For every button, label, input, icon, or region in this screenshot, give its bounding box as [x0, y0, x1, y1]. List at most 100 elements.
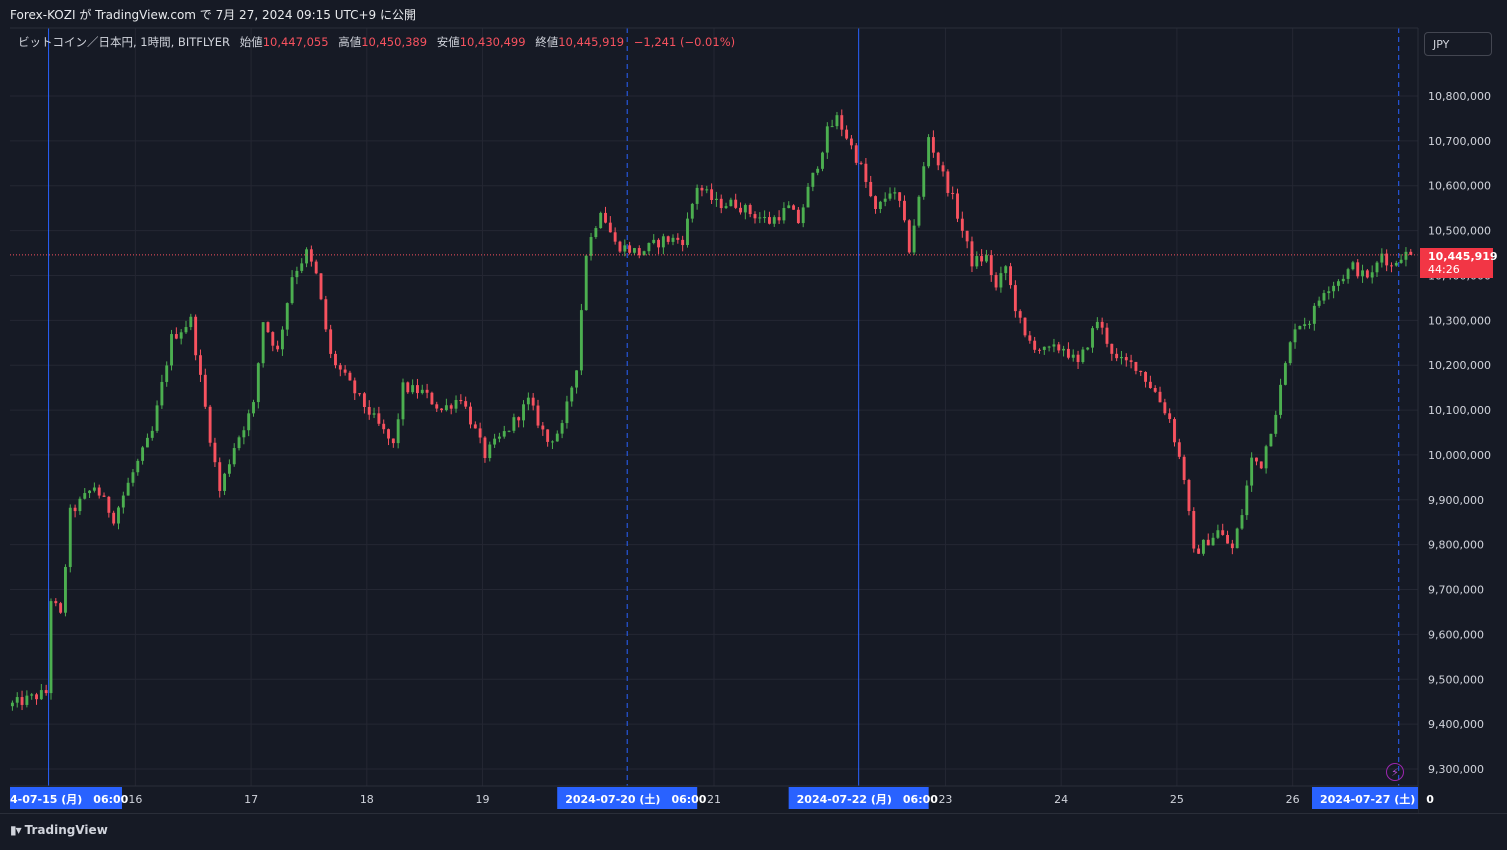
candle-body — [1240, 515, 1244, 529]
candle-body — [936, 152, 940, 166]
candle-body — [531, 397, 535, 406]
candle-body — [700, 187, 704, 191]
candle-body — [589, 237, 593, 256]
candle-body — [1308, 323, 1311, 325]
candle-body — [1153, 388, 1157, 392]
candle-body — [661, 236, 665, 248]
candle-body — [396, 419, 400, 444]
candle-body — [927, 137, 931, 167]
candle-body — [136, 460, 140, 473]
candle-body — [401, 382, 405, 420]
candle-body — [1288, 342, 1292, 364]
candle-body — [898, 192, 902, 201]
candle-body — [874, 196, 877, 210]
candle-body — [483, 437, 487, 459]
candle-body — [131, 472, 135, 483]
candle-body — [121, 495, 125, 508]
candle-body — [878, 201, 882, 210]
price-tick-label: 9,700,000 — [1428, 584, 1484, 597]
candle-body — [526, 397, 530, 405]
candle-body — [497, 436, 501, 439]
candle-body — [1148, 381, 1152, 389]
candle-body — [758, 217, 762, 219]
close-label: 終値 — [535, 35, 559, 49]
candle-body — [507, 430, 511, 432]
candle-body — [883, 198, 887, 202]
candle-body — [854, 145, 858, 163]
candle-body — [806, 186, 810, 208]
candle-body — [242, 430, 246, 438]
candle-body — [1081, 349, 1085, 363]
lightning-icon[interactable]: ⚡ — [1386, 763, 1404, 781]
candle-body — [1259, 461, 1263, 469]
candle-body — [223, 473, 227, 491]
candle-body — [1274, 414, 1278, 434]
candle-body — [488, 444, 492, 459]
candle-body — [729, 199, 733, 207]
candle-body — [888, 193, 892, 199]
candle-body — [1409, 251, 1413, 255]
candle-body — [1197, 548, 1201, 554]
candle-body — [1192, 511, 1196, 549]
candle-body — [1399, 259, 1403, 263]
candle-body — [1004, 266, 1008, 274]
candle-body — [1158, 391, 1162, 403]
candle-body — [247, 413, 251, 431]
price-tick-label: 10,300,000 — [1428, 314, 1491, 327]
candle-body — [782, 208, 786, 221]
candle-body — [88, 490, 92, 494]
candle-body — [276, 345, 280, 350]
price-tick-label: 10,700,000 — [1428, 135, 1491, 148]
time-tick-label: 25 — [1170, 793, 1184, 806]
candle-body — [570, 387, 574, 402]
high-label: 高値 — [338, 35, 362, 49]
candle-body — [796, 209, 800, 224]
candle-body — [1327, 291, 1331, 294]
candle-body — [324, 299, 328, 330]
candle-body — [840, 115, 844, 130]
currency-button[interactable]: JPY — [1424, 32, 1492, 56]
candle-body — [493, 438, 497, 445]
candle-body — [970, 241, 974, 267]
candle-body — [338, 365, 342, 370]
candles — [10, 109, 1413, 711]
candle-body — [604, 212, 607, 223]
time-markers — [48, 28, 1400, 786]
tv-logo-icon: ▮▾ — [10, 823, 22, 837]
candle-body — [652, 239, 656, 243]
candle-body — [1095, 321, 1099, 329]
candle-body — [772, 217, 776, 224]
price-tick-label: 10,100,000 — [1428, 404, 1491, 417]
candle-body — [811, 172, 815, 187]
candle-body — [15, 697, 19, 703]
candle-body — [980, 256, 984, 262]
time-tick-label: 16 — [128, 793, 142, 806]
candle-body — [1187, 480, 1191, 512]
price-tick-label: 9,600,000 — [1428, 628, 1484, 641]
candle-body — [314, 261, 318, 274]
tradingview-logo: ▮▾ TradingView — [10, 823, 108, 837]
candle-body — [743, 205, 747, 213]
candle-body — [960, 218, 964, 231]
candle-body — [1047, 346, 1051, 348]
candle-body — [73, 507, 77, 512]
candle-body — [931, 137, 935, 153]
candle-body — [1216, 530, 1220, 538]
candle-body — [343, 369, 347, 373]
candle-body — [565, 401, 569, 424]
candle-body — [608, 222, 612, 233]
candle-body — [1293, 329, 1297, 343]
candle-body — [1250, 457, 1254, 486]
candle-body — [83, 493, 87, 499]
candle-body — [411, 385, 415, 393]
candle-body — [1303, 324, 1307, 326]
candle-body — [647, 242, 651, 252]
candle-body — [671, 237, 675, 242]
candle-body — [946, 171, 950, 193]
candle-body — [517, 417, 521, 421]
candle-body — [1033, 340, 1037, 350]
symbol-title[interactable]: ビットコイン／日本円, 1時間, BITFLYER — [18, 35, 231, 49]
time-tick-label: 18 — [360, 793, 374, 806]
candle-body — [768, 217, 771, 224]
